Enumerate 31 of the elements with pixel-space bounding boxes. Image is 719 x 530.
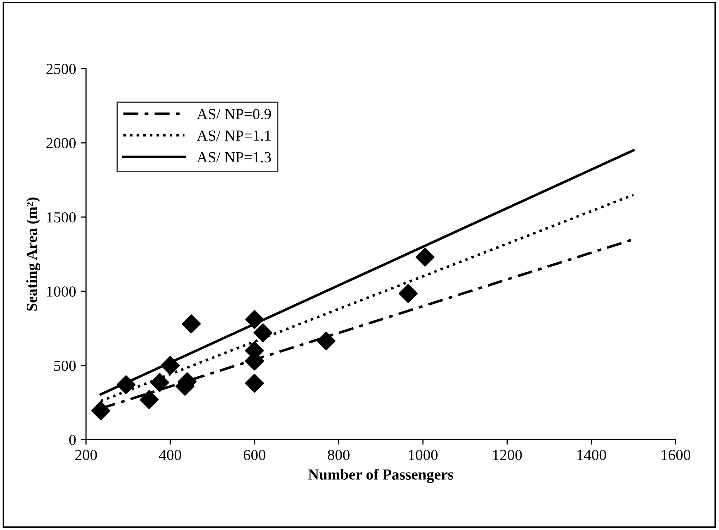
x-tick-label: 1200 <box>493 450 522 460</box>
legend-label: AS/ NP=0.9 <box>197 109 272 120</box>
y-tick-label: 500 <box>54 360 76 372</box>
point <box>398 284 418 304</box>
point <box>316 332 336 351</box>
point <box>140 390 159 410</box>
x-tick-label: 800 <box>328 450 350 460</box>
y-tick-label: 2000 <box>46 138 76 149</box>
y-tick-label: 0 <box>70 435 76 446</box>
x-tick-label: 200 <box>75 450 98 460</box>
x-tick-label: 1000 <box>409 450 438 460</box>
point <box>245 374 264 393</box>
x-tick-label: 600 <box>244 450 266 460</box>
legend-label: AS/ NP=1.1 <box>197 130 271 142</box>
y-tick-label: 2500 <box>46 64 76 74</box>
point <box>92 401 110 420</box>
legend-label: AS/ NP=1.3 <box>197 152 272 163</box>
x-tick-label: 1400 <box>578 450 606 460</box>
x-tick-label: 1600 <box>662 450 691 460</box>
point <box>182 314 202 334</box>
point <box>416 248 435 267</box>
point <box>116 376 136 394</box>
x-axis-title: Number of Passengers <box>308 469 454 484</box>
y-axis-title: Seating Area (m²) <box>26 198 40 311</box>
point <box>161 356 180 376</box>
y-tick-label: 1500 <box>47 212 76 223</box>
point <box>254 324 273 343</box>
y-tick-label: 1000 <box>47 286 76 297</box>
point <box>245 310 264 330</box>
x-tick-label: 400 <box>159 450 182 460</box>
point <box>150 373 170 392</box>
